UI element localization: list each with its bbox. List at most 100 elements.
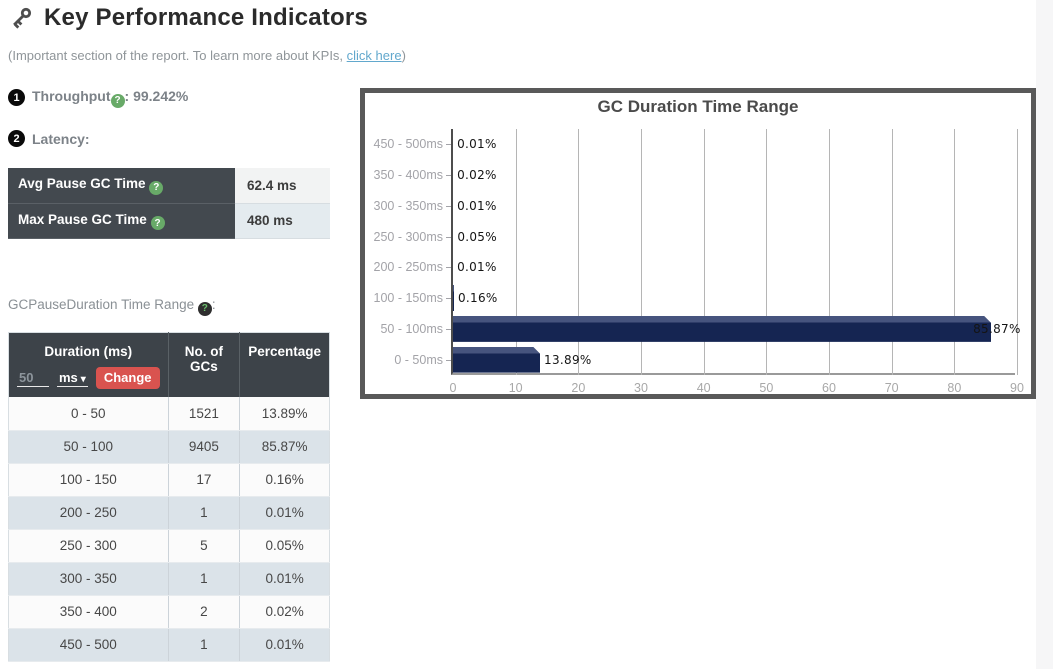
y-axis-label: 50 - 100ms	[380, 321, 443, 336]
duration-column-title: Duration (ms)	[44, 344, 133, 359]
duration-row: 50 - 100 9405 85.87%	[8, 430, 330, 464]
duration-range-cell: 200 - 250	[8, 496, 169, 530]
chart-plot-area: 0 10 20 30 40 50 60 70 80 90 450 - 500ms 0.01% 350 -…	[374, 129, 1024, 395]
duration-row: 450 - 500 1 0.01%	[8, 628, 330, 662]
kpi-learn-more-link[interactable]: click here	[346, 48, 402, 63]
page-header: Key Performance Indicators	[8, 4, 368, 32]
latency-table: Avg Pause GC Time ? 62.4 ms Max Pause GC T…	[8, 168, 330, 239]
duration-row: 200 - 250 1 0.01%	[8, 496, 330, 530]
duration-row: 250 - 300 5 0.05%	[8, 529, 330, 563]
duration-row: 0 - 50 1521 13.89%	[8, 397, 330, 431]
key-icon	[13, 7, 32, 29]
x-tick-label: 60	[822, 381, 836, 395]
y-tick	[446, 267, 451, 269]
gc-count-cell: 1521	[168, 397, 241, 431]
duration-range-cell: 300 - 350	[8, 562, 169, 596]
page-title: Key Performance Indicators	[44, 4, 368, 31]
percentage-cell: 85.87%	[239, 430, 330, 464]
gc-count-cell: 1	[168, 496, 241, 530]
gc-count-cell: 2	[168, 595, 241, 629]
latency-label: Latency:	[32, 130, 90, 147]
duration-range-cell: 100 - 150	[8, 463, 169, 497]
duration-range-cell: 450 - 500	[8, 628, 169, 662]
gridline	[578, 129, 580, 375]
duration-help-icon[interactable]: ?	[197, 301, 212, 316]
y-tick	[446, 298, 451, 300]
chart-title: GC Duration Time Range	[597, 97, 799, 116]
throughput-help-icon[interactable]: ?	[110, 93, 125, 108]
percentage-cell: 0.05%	[239, 529, 330, 563]
throughput-line: 1 Throughput?: 99.242%	[8, 88, 188, 108]
percentage-column-header: Percentage	[239, 332, 330, 397]
x-tick-label: 50	[759, 381, 774, 395]
bar-value-label: 0.01%	[457, 260, 497, 275]
gridline	[829, 129, 830, 375]
latency-metric-label: Avg Pause GC Time ?	[8, 168, 235, 204]
y-tick	[446, 144, 451, 146]
gcs-column-header: No. of GCs	[168, 332, 241, 397]
metric-help-icon[interactable]: ?	[149, 180, 164, 195]
x-tick-label: 90	[1010, 381, 1024, 395]
y-axis-label: 450 - 500ms	[373, 137, 443, 152]
y-tick	[446, 328, 451, 330]
y-axis-label: 200 - 250ms	[373, 260, 443, 275]
metric-help-icon[interactable]: ?	[150, 216, 165, 230]
y-tick	[446, 359, 451, 361]
page-subtitle: (Important section of the report. To lea…	[8, 48, 406, 63]
duration-range-cell: 350 - 400	[8, 595, 169, 629]
duration-range-cell: 250 - 300	[8, 529, 169, 563]
duration-row: 350 - 400 2 0.02%	[8, 595, 330, 629]
percentage-cell: 0.02%	[239, 595, 330, 629]
duration-column-header: Duration (ms) ms▾ Change	[8, 332, 169, 397]
percentage-cell: 0.01%	[239, 628, 330, 662]
latency-metric-value: 480 ms	[235, 203, 330, 239]
latency-metric-label: Max Pause GC Time ?	[8, 203, 235, 239]
bar-value-label: 85.87%	[973, 321, 1021, 336]
gc-duration-chart: GC Duration Time Range 0 10 20 30 40 50 60 70 80…	[360, 88, 1036, 399]
chevron-down-icon: ▾	[80, 373, 86, 385]
gridline	[954, 129, 956, 375]
x-tick-label: 70	[884, 381, 899, 395]
y-tick	[446, 236, 451, 238]
x-tick-label: 10	[508, 381, 523, 395]
duration-range-cell: 0 - 50	[8, 397, 169, 431]
percentage-cell: 0.01%	[239, 496, 330, 530]
y-tick	[446, 175, 451, 177]
duration-section-label: GCPauseDuration Time Range ?:	[8, 297, 216, 316]
percentage-cell: 0.01%	[239, 562, 330, 596]
y-axis-label: 300 - 350ms	[373, 198, 443, 213]
gc-count-cell: 5	[168, 529, 241, 563]
bar	[453, 316, 991, 342]
percentage-cell: 0.16%	[239, 463, 330, 497]
duration-row: 300 - 350 1 0.01%	[8, 562, 330, 596]
bar	[453, 285, 454, 312]
y-axis-label: 250 - 300ms	[373, 229, 443, 244]
page-right-margin	[1036, 0, 1053, 669]
x-tick-label: 80	[947, 381, 962, 395]
latency-metric-value: 62.4 ms	[235, 168, 330, 204]
bar-value-label: 0.05%	[457, 229, 497, 244]
x-tick-label: 40	[696, 381, 711, 395]
y-tick	[446, 205, 451, 207]
x-tick-label: 0	[449, 381, 457, 395]
unit-select[interactable]: ms ▾	[57, 369, 88, 387]
y-axis-label: 0 - 50ms	[394, 352, 443, 367]
x-tick-label: 20	[571, 381, 586, 395]
duration-row: 100 - 150 17 0.16%	[8, 463, 330, 497]
duration-table: Duration (ms) ms▾ Change No. of GCs Perc…	[8, 332, 330, 662]
gridline	[641, 129, 642, 375]
x-tick-label: 30	[634, 381, 648, 395]
throughput-value: : 99.242%	[124, 88, 189, 104]
duration-threshold-input[interactable]	[17, 369, 49, 387]
change-button[interactable]: Change	[95, 367, 160, 389]
gc-count-cell: 1	[168, 628, 241, 662]
gc-count-cell: 1	[168, 562, 241, 596]
y-axis-label: 100 - 150ms	[373, 291, 443, 306]
bar-value-label: 0.02%	[457, 168, 497, 183]
latency-row: Avg Pause GC Time ? 62.4 ms	[8, 168, 330, 204]
throughput-label: Throughput?: 99.242%	[32, 88, 189, 108]
subtitle-suffix: )	[401, 48, 406, 63]
percentage-cell: 13.89%	[239, 397, 330, 431]
bar	[453, 347, 540, 373]
